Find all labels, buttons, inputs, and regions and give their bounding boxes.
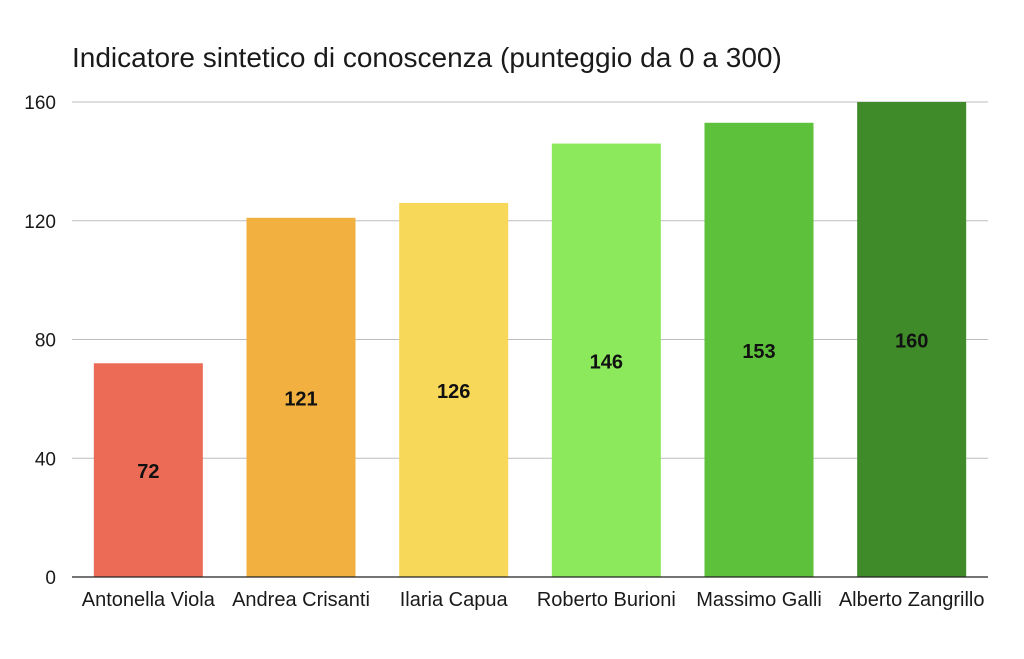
- bar: [246, 217, 356, 577]
- x-tick-label: Antonella Viola: [82, 589, 216, 611]
- x-tick-label: Massimo Galli: [696, 589, 822, 611]
- data-label: 153: [742, 341, 775, 363]
- bar: [857, 102, 967, 577]
- y-tick-label: 40: [35, 449, 56, 470]
- x-tick-label: Andrea Crisanti: [232, 589, 370, 611]
- bar: [399, 202, 509, 577]
- data-label: 126: [437, 381, 470, 403]
- y-tick-label: 80: [35, 331, 56, 352]
- data-label: 160: [895, 331, 928, 353]
- x-tick-label: Alberto Zangrillo: [839, 589, 985, 611]
- bars: [93, 102, 967, 577]
- bar: [93, 363, 203, 577]
- y-tick-label: 0: [45, 568, 56, 589]
- chart-title: Indicatore sintetico di conoscenza (punt…: [72, 42, 782, 73]
- bar: [704, 122, 814, 577]
- data-label: 146: [590, 351, 623, 373]
- data-label: 121: [284, 388, 317, 410]
- data-label: 72: [137, 461, 159, 483]
- bar: [551, 143, 661, 577]
- y-tick-label: 160: [24, 93, 56, 114]
- x-tick-label: Roberto Burioni: [537, 589, 676, 611]
- y-tick-label: 120: [24, 212, 56, 233]
- x-tick-label: Ilaria Capua: [400, 589, 509, 611]
- labels: 0 40 80 120 160 72 Antonella Viola 121 Andrea Cr…: [24, 93, 984, 611]
- gridlines: [72, 101, 988, 459]
